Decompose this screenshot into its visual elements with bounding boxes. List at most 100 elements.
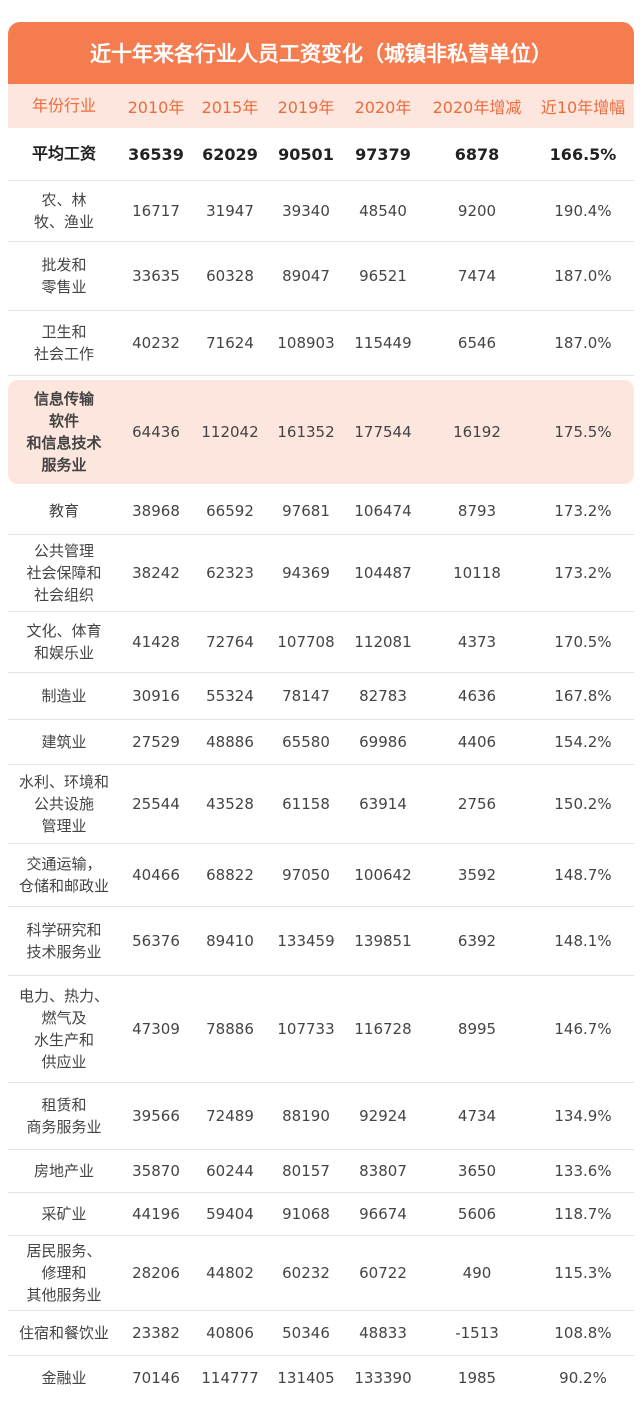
- value-cell: 69986: [359, 733, 407, 751]
- value-cell: 60232: [282, 1264, 330, 1282]
- value-cell: 27529: [132, 733, 180, 751]
- value-cell: 71624: [206, 334, 254, 352]
- table-row: 文化、体育 和娱乐业 41428 72764 107708 112081 4373 170.…: [8, 612, 634, 673]
- value-cell: 131405: [277, 1369, 335, 1387]
- value-cell: -1513: [455, 1324, 499, 1342]
- value-cell: 60244: [206, 1162, 254, 1180]
- industry-name: 制造业: [41, 687, 87, 705]
- value-cell: 108903: [277, 334, 335, 352]
- header-10yr-growth: 近10年增幅: [540, 98, 626, 117]
- value-cell: 60328: [206, 267, 254, 285]
- value-cell: 82783: [359, 687, 407, 705]
- table-row: 水利、环境和 公共设施 管理业 25544 43528 61158 63914 2756 1…: [8, 765, 634, 844]
- value-cell: 167.8%: [554, 687, 612, 705]
- header-industry: 年份行业: [31, 96, 96, 115]
- value-cell: 23382: [132, 1324, 180, 1342]
- value-cell: 177544: [354, 423, 412, 441]
- value-cell: 33635: [132, 267, 180, 285]
- table-header-row: 年份行业 2010年 2015年 2019年 2020年 2020年增减 近10…: [8, 84, 634, 128]
- value-cell: 83807: [359, 1162, 407, 1180]
- value-cell: 48833: [359, 1324, 407, 1342]
- value-cell: 64436: [132, 423, 180, 441]
- value-cell: 134.9%: [554, 1107, 612, 1125]
- industry-name: 文化、体育 和娱乐业: [26, 622, 102, 662]
- value-cell: 107733: [277, 1020, 335, 1038]
- salary-table: 近十年来各行业人员工资变化（城镇非私营单位） 年份行业 2010年 2015年 …: [8, 22, 634, 1400]
- value-cell: 187.0%: [554, 267, 612, 285]
- industry-name: 住宿和餐饮业: [18, 1324, 109, 1342]
- value-cell: 72764: [206, 633, 254, 651]
- value-cell: 106474: [354, 502, 412, 520]
- table-row: 住宿和餐饮业 23382 40806 50346 48833 -1513 108.8%: [8, 1311, 634, 1356]
- value-cell: 7474: [457, 267, 497, 285]
- industry-name: 采矿业: [41, 1205, 87, 1223]
- header-2010: 2010年: [127, 98, 185, 117]
- value-cell: 4373: [457, 633, 497, 651]
- table-body: 平均工资 36539 62029 90501 97379 6878 166.5% 农、林 牧、…: [8, 128, 634, 1400]
- value-cell: 38242: [132, 564, 180, 582]
- value-cell: 108.8%: [554, 1324, 612, 1342]
- value-cell: 97681: [282, 502, 330, 520]
- value-cell: 48886: [206, 733, 254, 751]
- value-cell: 16192: [453, 423, 501, 441]
- value-cell: 490: [462, 1264, 492, 1282]
- industry-name: 农、林 牧、渔业: [33, 191, 94, 231]
- header-2015: 2015年: [201, 98, 259, 117]
- value-cell: 6546: [457, 334, 497, 352]
- header-2019: 2019年: [277, 98, 335, 117]
- value-cell: 89410: [206, 932, 254, 950]
- value-cell: 173.2%: [554, 564, 612, 582]
- value-cell: 10118: [453, 564, 501, 582]
- header-2020-change: 2020年增减: [432, 98, 522, 117]
- value-cell: 148.1%: [554, 932, 612, 950]
- value-cell: 44196: [132, 1205, 180, 1223]
- value-cell: 6878: [454, 144, 500, 164]
- value-cell: 133390: [354, 1369, 412, 1387]
- value-cell: 78886: [206, 1020, 254, 1038]
- value-cell: 48540: [359, 202, 407, 220]
- value-cell: 175.5%: [554, 423, 612, 441]
- value-cell: 55324: [206, 687, 254, 705]
- industry-name: 批发和 零售业: [41, 256, 87, 296]
- value-cell: 62029: [202, 144, 258, 164]
- table-row: 平均工资 36539 62029 90501 97379 6878 166.5%: [8, 128, 634, 181]
- industry-name: 房地产业: [33, 1162, 94, 1180]
- value-cell: 61158: [282, 795, 330, 813]
- value-cell: 133459: [277, 932, 335, 950]
- value-cell: 150.2%: [554, 795, 612, 813]
- value-cell: 25544: [132, 795, 180, 813]
- table-row: 租赁和 商务服务业 39566 72489 88190 92924 4734 134.9%: [8, 1083, 634, 1150]
- value-cell: 40806: [206, 1324, 254, 1342]
- value-cell: 91068: [282, 1205, 330, 1223]
- value-cell: 107708: [277, 633, 335, 651]
- value-cell: 90501: [278, 144, 334, 164]
- value-cell: 97050: [282, 866, 330, 884]
- industry-name: 建筑业: [41, 733, 87, 751]
- value-cell: 65580: [282, 733, 330, 751]
- value-cell: 89047: [282, 267, 330, 285]
- value-cell: 4406: [457, 733, 497, 751]
- value-cell: 1985: [457, 1369, 497, 1387]
- value-cell: 92924: [359, 1107, 407, 1125]
- industry-name: 居民服务、 修理和 其他服务业: [26, 1242, 102, 1304]
- industry-name: 科学研究和 技术服务业: [26, 921, 102, 961]
- value-cell: 62323: [206, 564, 254, 582]
- value-cell: 28206: [132, 1264, 180, 1282]
- value-cell: 16717: [132, 202, 180, 220]
- table-row: 电力、热力、 燃气及 水生产和 供应业 47309 78886 107733 11672…: [8, 976, 634, 1083]
- table-row: 科学研究和 技术服务业 56376 89410 133459 139851 6392 148…: [8, 907, 634, 976]
- industry-name: 交通运输， 仓储和邮政业: [18, 855, 109, 895]
- value-cell: 146.7%: [554, 1020, 612, 1038]
- table-row: 居民服务、 修理和 其他服务业 28206 44802 60232 60722 490 11…: [8, 1236, 634, 1311]
- value-cell: 114777: [201, 1369, 259, 1387]
- value-cell: 173.2%: [554, 502, 612, 520]
- table-title: 近十年来各行业人员工资变化（城镇非私营单位）: [8, 22, 634, 84]
- value-cell: 170.5%: [554, 633, 612, 651]
- table-row: 批发和 零售业 33635 60328 89047 96521 7474 187.0%: [8, 242, 634, 311]
- table-row: 教育 38968 66592 97681 106474 8793 173.2%: [8, 488, 634, 535]
- value-cell: 6392: [457, 932, 497, 950]
- value-cell: 41428: [132, 633, 180, 651]
- table-row: 金融业 70146 114777 131405 133390 1985 90.2%: [8, 1356, 634, 1400]
- value-cell: 38968: [132, 502, 180, 520]
- header-2020: 2020年: [354, 98, 412, 117]
